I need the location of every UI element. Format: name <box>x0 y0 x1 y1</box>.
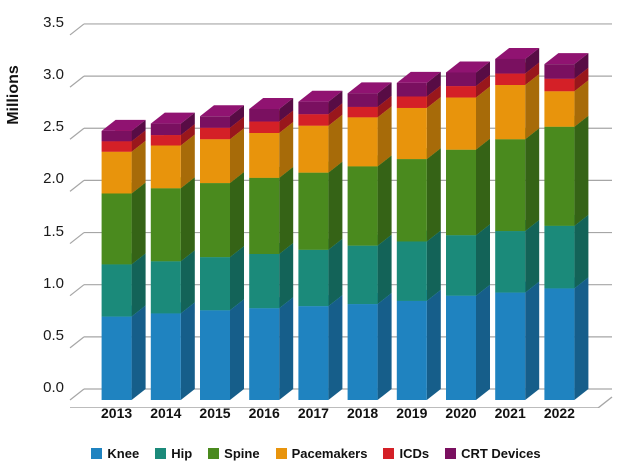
legend-swatch-icon <box>91 447 103 459</box>
legend-item[interactable]: Spine <box>208 445 260 461</box>
bar-column <box>495 47 540 400</box>
legend-swatch-icon <box>208 447 220 459</box>
y-axis-tick-label: 0.0 <box>43 379 64 396</box>
bar-column <box>396 71 441 400</box>
legend-label: Spine <box>224 445 260 461</box>
x-axis-tick-label: 2022 <box>543 405 575 421</box>
legend-swatch-icon <box>445 447 457 459</box>
y-axis-tick-label: 2.0 <box>43 170 64 188</box>
x-axis-tick-label: 2021 <box>494 405 526 421</box>
y-axis-tick-label: 3.5 <box>43 13 64 31</box>
y-axis-tick-label: 0.5 <box>43 326 64 344</box>
y-axis-tick-label: 1.0 <box>43 274 64 292</box>
legend-item[interactable]: Pacemakers <box>275 445 368 461</box>
legend-label: CRT Devices <box>461 445 541 461</box>
legend-item[interactable]: CRT Devices <box>445 445 541 461</box>
bar-column <box>200 105 244 400</box>
x-axis-tick-label: 2013 <box>101 405 133 421</box>
legend-item[interactable]: Hip <box>155 446 192 461</box>
bar-column <box>544 53 589 400</box>
bar-column <box>298 90 343 400</box>
legend-swatch-icon <box>155 447 167 459</box>
x-axis-tick-label: 2020 <box>445 405 477 421</box>
plot-svg <box>69 23 613 408</box>
x-axis-tick-label: 2016 <box>248 405 280 421</box>
x-axis-tick-label: 2019 <box>396 405 428 421</box>
y-axis-tick-label: 1.5 <box>43 222 64 240</box>
bar-column <box>446 61 490 400</box>
legend-item[interactable]: Knee <box>91 446 139 461</box>
x-axis-tick-labels: 2013 2014 2015 2016 2017 2018 2019 2020 2021 2022 <box>66 405 618 429</box>
plot-area <box>66 8 618 408</box>
legend-label: Hip <box>171 445 193 461</box>
x-axis-tick-label: 2018 <box>347 405 379 421</box>
legend-swatch-icon <box>275 447 287 459</box>
legend-label: Pacemakers <box>291 445 368 461</box>
x-axis-tick-label: 2014 <box>150 405 182 421</box>
y-axis-tick-labels: 3.5 3.0 2.5 2.0 1.5 1.0 0.5 0.0 <box>14 0 64 430</box>
legend-swatch-icon <box>383 447 395 459</box>
y-axis-tick-label: 3.0 <box>43 66 64 84</box>
bar-column <box>249 98 294 400</box>
legend-label: ICDs <box>399 445 430 461</box>
x-axis-tick-label: 2015 <box>199 405 231 421</box>
chart-legend: Knee Hip Spine Pacemakers ICDs CRT Devices <box>0 440 632 466</box>
bar-column <box>101 119 146 400</box>
bar-column <box>150 112 195 400</box>
x-axis-tick-label: 2017 <box>297 405 329 421</box>
legend-label: Knee <box>107 445 140 461</box>
bar-column <box>347 82 392 400</box>
legend-item[interactable]: ICDs <box>383 446 429 461</box>
y-axis-tick-label: 2.5 <box>43 118 64 136</box>
